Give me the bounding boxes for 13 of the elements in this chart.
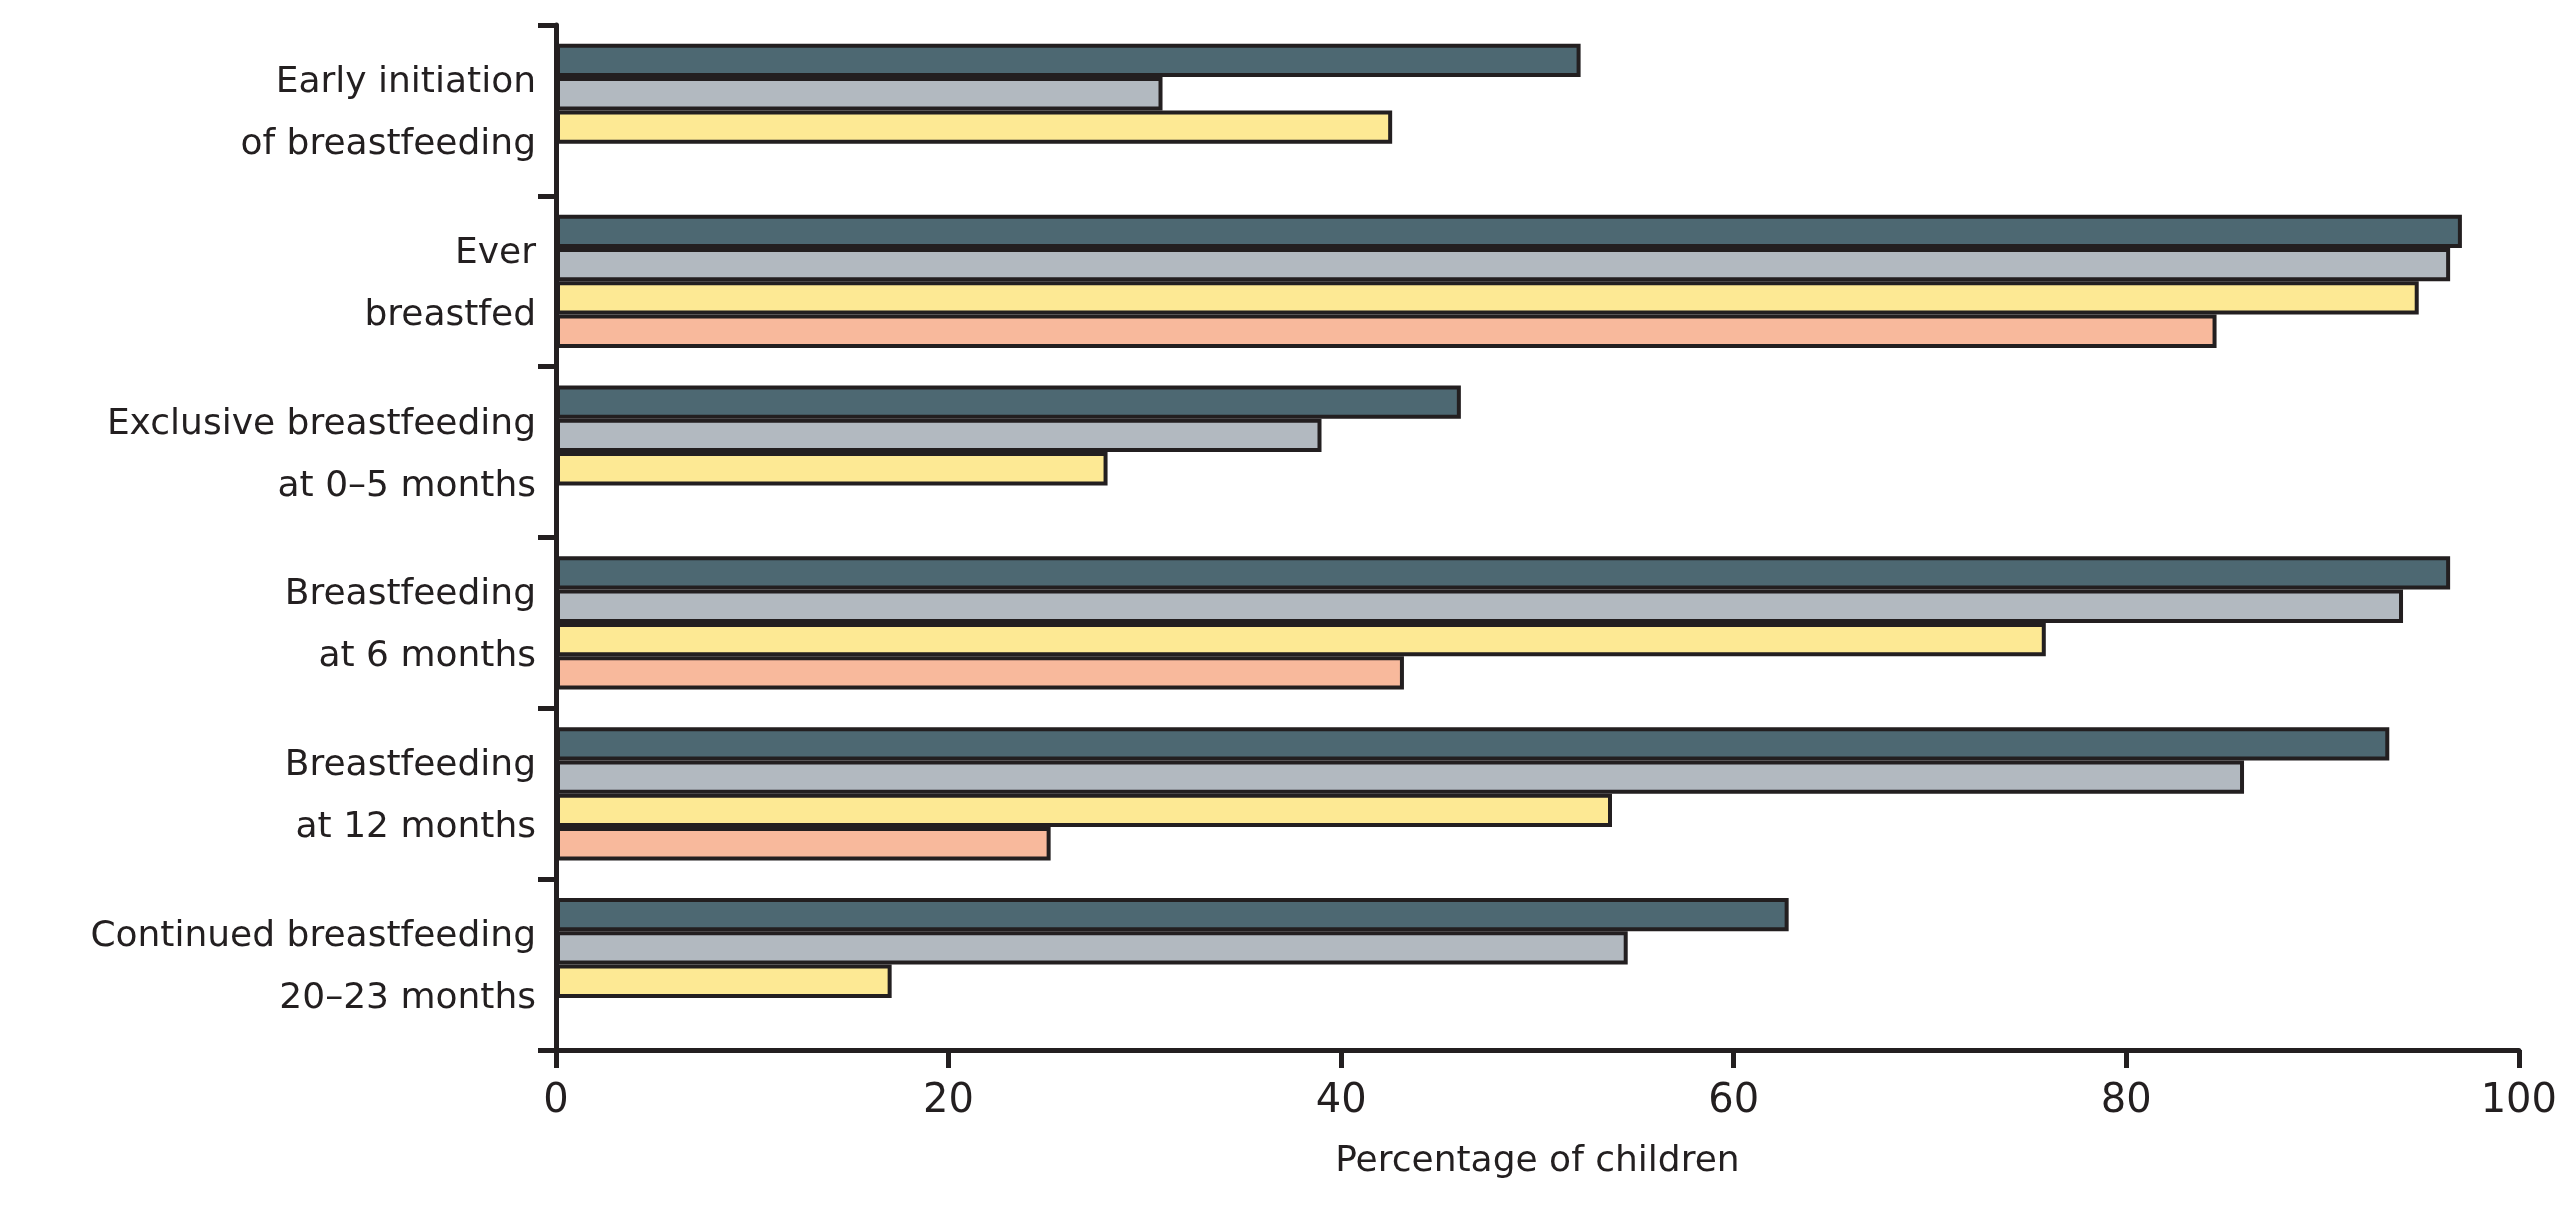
x-tick-label: 20 [923,1075,975,1121]
y-tick-label: Breastfeeding at 12 months [284,742,536,846]
y-tick-label: Early initiation of breastfeeding [240,58,536,162]
y-tick-label: Exclusive breastfeeding at 0–5 months [106,400,536,504]
x-axis-title: Percentage of children [1335,1137,1740,1179]
x-tick-label: 0 [543,1075,569,1121]
y-tick-label: Breastfeeding at 6 months [284,571,536,675]
x-tick-label: 80 [2100,1075,2152,1121]
x-tick-label: 100 [2480,1075,2558,1121]
y-tick-label: Ever breastfed [364,229,537,333]
x-tick-label: 60 [1708,1075,1760,1121]
x-tick-label: 40 [1315,1075,1367,1121]
y-tick-label: Continued breastfeeding 20–23 months [90,913,536,1017]
